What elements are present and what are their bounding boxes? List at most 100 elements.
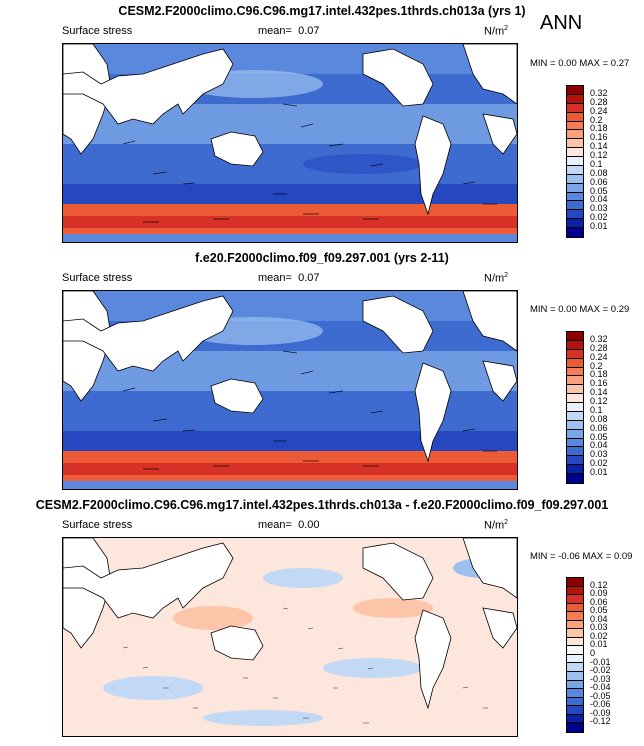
panel-2-minmax: MIN = 0.00 MAX = 0.29 xyxy=(530,304,630,315)
panel-1-variable: Surface stress xyxy=(62,25,133,37)
colorbar-tick-label: 0.12 xyxy=(590,396,608,407)
colorbar-segment xyxy=(567,210,583,220)
colorbar-tick-label: 0.28 xyxy=(590,96,608,107)
colorbar-tick-label: 0 xyxy=(590,648,596,658)
colorbar-tick-label: 0.2 xyxy=(590,360,603,371)
colorbar-segment xyxy=(567,394,583,403)
panel-1-minmax: MIN = 0.00 MAX = 0.27 xyxy=(530,58,630,69)
colorbar-tick-label: -0.05 xyxy=(590,690,611,701)
colorbar-tick-label: 0.32 xyxy=(590,333,608,344)
colorbar-tick-label: 0.14 xyxy=(590,387,608,398)
colorbar-segment xyxy=(567,654,583,664)
panel-2-colorbar xyxy=(566,331,584,484)
colorbar-tick-label: 0.03 xyxy=(590,449,608,460)
colorbar-segment xyxy=(567,340,583,350)
colorbar-segment xyxy=(567,456,583,466)
colorbar-segment xyxy=(567,130,583,140)
colorbar-segment xyxy=(567,349,583,359)
colorbar-tick-label: -0.01 xyxy=(590,656,611,667)
colorbar-segment xyxy=(567,403,583,412)
colorbar-segment xyxy=(567,429,583,439)
colorbar-segment xyxy=(567,157,583,166)
colorbar-segment xyxy=(567,474,583,483)
panel-1-wind-vectors xyxy=(122,103,497,223)
panel-3-minmax: MIN = -0.06 MAX = 0.09 xyxy=(530,551,633,562)
colorbar-tick-label: 0.04 xyxy=(590,613,608,624)
colorbar-tick-label: 0.06 xyxy=(590,596,608,607)
colorbar-tick-label: 0.05 xyxy=(590,431,608,442)
panel-2-title: f.e20.F2000climo.f09_f09.297.001 (yrs 2-… xyxy=(195,251,449,265)
colorbar-segment xyxy=(567,697,583,707)
colorbar-tick-label: 0.01 xyxy=(590,467,608,478)
colorbar-segment xyxy=(567,586,583,596)
colorbar-segment xyxy=(567,94,583,104)
colorbar-tick-label: 0.28 xyxy=(590,342,608,353)
colorbar-tick-label: 0.06 xyxy=(590,422,608,433)
colorbar-segment xyxy=(567,689,583,698)
colorbar-segment xyxy=(567,646,583,655)
colorbar-segment xyxy=(567,672,583,681)
colorbar-tick-label: -0.03 xyxy=(590,673,611,684)
colorbar-segment xyxy=(567,620,583,630)
colorbar-tick-label: 0.02 xyxy=(590,630,608,641)
colorbar-segment xyxy=(567,219,583,228)
colorbar-segment xyxy=(567,723,583,732)
panel-1-colorbar xyxy=(566,85,584,238)
colorbar-tick-label: 0.32 xyxy=(590,87,608,98)
colorbar-tick-label: 0.24 xyxy=(590,105,608,116)
colorbar-tick-label: -0.06 xyxy=(590,699,611,710)
colorbar-segment xyxy=(567,139,583,149)
colorbar-tick-label: -0.02 xyxy=(590,665,611,676)
colorbar-tick-label: 0.03 xyxy=(590,203,608,214)
panel-3-map xyxy=(62,537,518,737)
colorbar-segment xyxy=(567,595,583,604)
panel-1-map xyxy=(62,43,518,243)
season-label: ANN xyxy=(540,12,583,34)
panel-2-mean: mean= 0.07 xyxy=(258,272,320,284)
colorbar-tick-label: 0.1 xyxy=(590,404,603,415)
colorbar-segment xyxy=(567,420,583,430)
colorbar-tick-label: 0.08 xyxy=(590,167,608,178)
colorbar-tick-label: 0.01 xyxy=(590,639,608,650)
panel-3-colorbar-labels: 0.12 0.09 0.06 0.05 0.04 0.03 0.02 0.01 0 -0.01 -0… xyxy=(590,577,630,733)
panel-2-variable: Surface stress xyxy=(62,272,133,284)
panel-3-wind-vectors xyxy=(122,607,488,724)
panel-2-map-svg xyxy=(63,291,517,489)
panel-1-title: CESM2.F2000climo.C96.C96.mg17.intel.432p… xyxy=(118,4,526,18)
colorbar-segment xyxy=(567,612,583,621)
colorbar-segment xyxy=(567,183,583,193)
colorbar-segment xyxy=(567,411,583,421)
colorbar-tick-label: 0.16 xyxy=(590,378,608,389)
colorbar-segment xyxy=(567,332,583,341)
colorbar-segment xyxy=(567,358,583,368)
panel-3-map-svg xyxy=(63,538,517,736)
colorbar-tick-label: -0.04 xyxy=(590,682,611,693)
colorbar-segment xyxy=(567,112,583,122)
colorbar-segment xyxy=(567,706,583,715)
colorbar-tick-label: 0.14 xyxy=(590,141,608,152)
colorbar-segment xyxy=(567,603,583,613)
colorbar-segment xyxy=(567,680,583,690)
colorbar-segment xyxy=(567,438,583,448)
panel-1-colorbar-labels: 0.32 0.28 0.24 0.2 0.18 0.16 0.14 0.12 0.1 0.08 0.… xyxy=(590,85,630,238)
colorbar-tick-label: -0.12 xyxy=(590,716,611,727)
colorbar-tick-label: 0.08 xyxy=(590,413,608,424)
panel-2-wind-vectors xyxy=(122,350,497,470)
colorbar-segment xyxy=(567,578,583,587)
panel-2-colorbar-labels: 0.32 0.28 0.24 0.2 0.18 0.16 0.14 0.12 0.1 0.08 0.… xyxy=(590,331,630,484)
colorbar-tick-label: 0.06 xyxy=(590,176,608,187)
colorbar-tick-label: 0.04 xyxy=(590,194,608,205)
colorbar-segment xyxy=(567,629,583,638)
colorbar-segment xyxy=(567,367,583,377)
colorbar-tick-label: 0.01 xyxy=(590,221,608,232)
colorbar-tick-label: 0.24 xyxy=(590,351,608,362)
colorbar-tick-label: 0.18 xyxy=(590,123,608,134)
colorbar-segment xyxy=(567,637,583,647)
colorbar-segment xyxy=(567,228,583,237)
panel-3-title: CESM2.F2000climo.C96.C96.mg17.intel.432p… xyxy=(35,498,609,512)
colorbar-tick-label: -0.09 xyxy=(590,707,611,718)
colorbar-tick-label: 0.18 xyxy=(590,369,608,380)
colorbar-segment xyxy=(567,174,583,184)
colorbar-segment xyxy=(567,165,583,175)
colorbar-tick-label: 0.16 xyxy=(590,132,608,143)
